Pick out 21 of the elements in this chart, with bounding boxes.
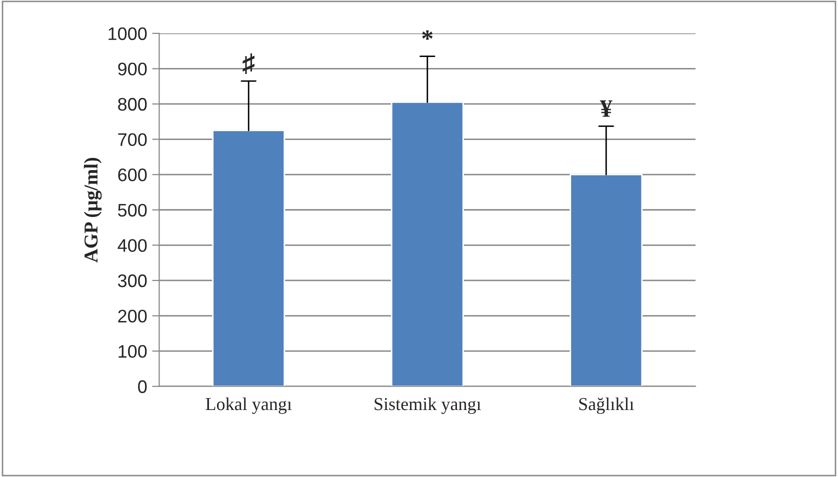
y-tick-label: 400: [118, 239, 147, 252]
y-tick-label: 0: [138, 380, 147, 394]
y-tick-label: 700: [118, 133, 147, 146]
y-axis-title: AGP (µg/ml): [84, 158, 102, 263]
annotation: ¥: [600, 100, 612, 117]
y-tick-label: 600: [118, 168, 147, 182]
y-tick-label: 200: [118, 310, 147, 322]
y-tick-label: 300: [118, 274, 147, 288]
y-tick-label: 900: [118, 62, 147, 76]
annotation: ♯: [242, 53, 254, 74]
y-tick-label: 1000: [108, 27, 147, 40]
annotation: *: [422, 30, 433, 40]
x-tick-label: Lokal yangı: [206, 397, 292, 414]
bar: [570, 174, 643, 386]
y-tick-label: 500: [118, 204, 147, 217]
x-tick-label: Sistemik yangı: [374, 397, 481, 414]
y-tick-label: 800: [118, 98, 147, 111]
bar: [212, 130, 286, 386]
y-tick-label: 100: [118, 345, 147, 358]
x-tick-label: Sağlıklı: [579, 397, 634, 414]
bar: [390, 102, 464, 386]
